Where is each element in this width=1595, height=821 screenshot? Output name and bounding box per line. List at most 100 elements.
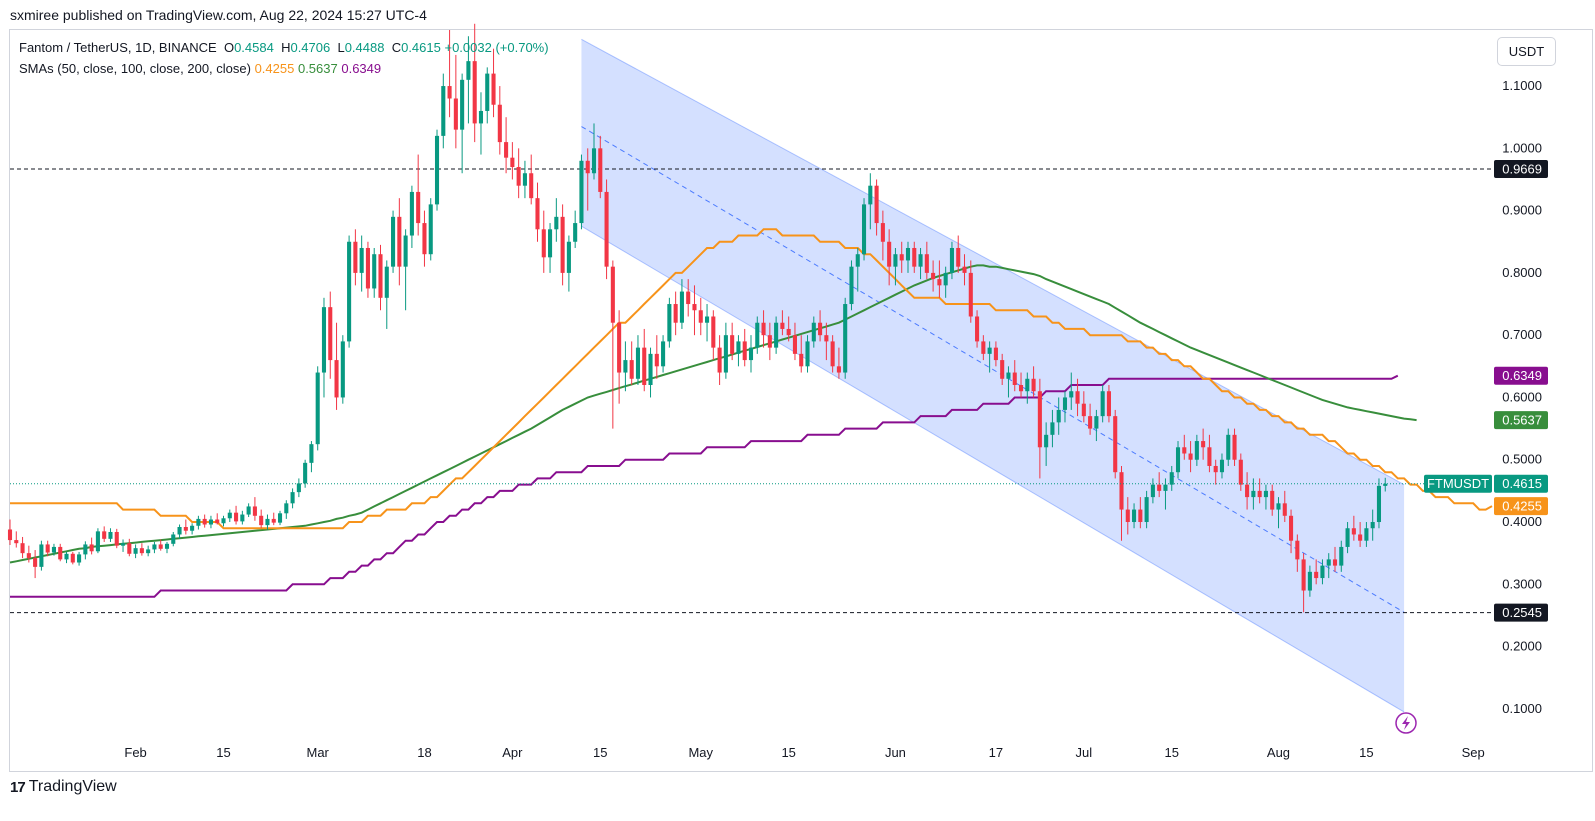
candle-body — [83, 544, 88, 555]
candle-body — [692, 304, 697, 311]
candle-body — [1018, 385, 1024, 392]
candle — [1301, 553, 1306, 613]
candle — [931, 260, 936, 292]
candle — [1000, 353, 1005, 385]
candle-body — [158, 544, 163, 549]
candle — [1339, 540, 1344, 572]
candle — [780, 310, 785, 336]
candle-body — [284, 503, 289, 514]
footer-brand[interactable]: 17 TradingView — [10, 778, 117, 796]
candle — [1219, 453, 1225, 479]
candle-body — [234, 512, 239, 522]
candle — [1213, 459, 1218, 485]
candle — [1169, 465, 1174, 491]
candle — [234, 505, 239, 525]
candle — [70, 551, 75, 565]
candle-body — [579, 160, 584, 224]
candle — [968, 260, 973, 323]
descending-channel[interactable] — [581, 38, 1405, 713]
candle-body — [893, 254, 898, 267]
tradingview-logo-icon: 17 — [10, 778, 26, 796]
candle — [309, 441, 314, 473]
candle-body — [177, 527, 182, 535]
candle — [1050, 409, 1055, 448]
candle — [1358, 522, 1363, 547]
price-axis[interactable]: 0.1000 0.2000 0.3000 0.4000 0.5000 0.6000 0.70… — [1502, 78, 1542, 716]
candle — [824, 322, 829, 361]
currency-button[interactable]: USDT — [1497, 37, 1556, 66]
candle-body — [780, 322, 785, 329]
candle — [221, 515, 226, 527]
candle — [554, 198, 559, 242]
candle — [83, 541, 88, 560]
time-axis[interactable]: Feb 15 Mar 18 Apr 15 May 15 Jun 17 Jul 15 Aug 15 Sep — [124, 745, 1484, 760]
candle — [1125, 497, 1130, 535]
candle-body — [949, 247, 954, 273]
candle-body — [259, 515, 264, 526]
candle — [949, 241, 954, 280]
candle — [64, 551, 69, 564]
candle — [152, 541, 157, 554]
candle — [365, 241, 370, 298]
candle — [265, 514, 270, 530]
candle-body — [1219, 459, 1225, 473]
candle — [196, 515, 201, 530]
candle — [1081, 391, 1086, 423]
legend-ohlc: Fantom / TetherUS, 1D, BINANCE O0.4584 H… — [19, 40, 549, 55]
candle — [45, 540, 50, 557]
candle — [478, 92, 484, 155]
legend-symbol[interactable]: Fantom / TetherUS, 1D, BINANCE — [19, 40, 217, 55]
candle-body — [422, 223, 427, 255]
candle — [1144, 490, 1149, 529]
candle-body — [591, 148, 597, 174]
candle-body — [1094, 416, 1099, 429]
candle-body — [604, 191, 609, 267]
candle — [673, 291, 678, 336]
candle-body — [397, 216, 402, 267]
candle-body — [1383, 483, 1388, 486]
candle-body — [1100, 391, 1105, 417]
candle — [679, 279, 684, 329]
candle — [20, 536, 25, 559]
candle-body — [215, 519, 220, 524]
candle — [912, 241, 917, 273]
candle-body — [1081, 403, 1086, 417]
candle — [591, 123, 597, 180]
candle — [887, 229, 892, 286]
candle-body — [1031, 378, 1036, 392]
candle-body — [717, 347, 722, 373]
candle — [491, 48, 496, 118]
candle — [246, 503, 251, 518]
horizontal-levels[interactable] — [10, 168, 1492, 614]
candle — [975, 310, 980, 348]
candle-body — [7, 529, 13, 541]
legend-sma: SMAs (50, close, 100, close, 200, close)… — [19, 61, 381, 76]
sma200-line — [10, 374, 1399, 598]
legend-sma-label[interactable]: SMAs (50, close, 100, close, 200, close) — [19, 61, 251, 76]
candle-body — [1144, 497, 1149, 523]
candle — [353, 229, 358, 286]
candle — [1276, 497, 1281, 529]
candle-body — [673, 304, 678, 323]
candle-body — [1012, 372, 1017, 385]
candle-body — [277, 513, 283, 523]
price-tags: 0.9669 0.2545 0.6349 0.5637 0.4615 0.4255 FTMU… — [1424, 159, 1548, 622]
candle — [321, 297, 327, 398]
x-tick-label: Sep — [1462, 745, 1485, 760]
candle — [1351, 515, 1356, 541]
candle — [14, 531, 19, 548]
candle — [1006, 366, 1011, 398]
y-tick-label: 1.1000 — [1502, 78, 1542, 93]
y-tick-label: 0.8000 — [1502, 265, 1542, 280]
candle-body — [1301, 559, 1306, 591]
candle — [1044, 422, 1049, 466]
candle — [855, 247, 860, 292]
candle-body — [102, 531, 107, 539]
candle — [623, 341, 628, 392]
lightning-icon[interactable] — [1395, 712, 1417, 734]
candle — [1232, 428, 1237, 466]
candle — [259, 509, 264, 529]
legend-high: 0.4706 — [290, 40, 331, 55]
candle — [403, 229, 408, 311]
